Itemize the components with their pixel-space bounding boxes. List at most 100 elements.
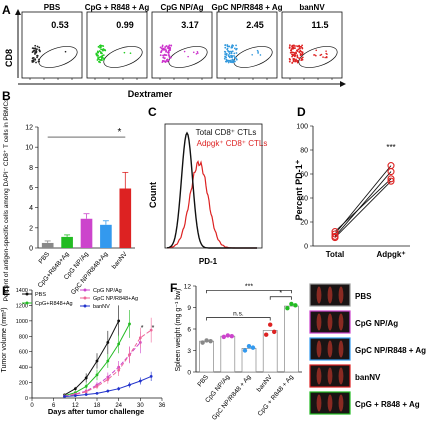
flow-event bbox=[168, 44, 171, 47]
flow-event bbox=[230, 45, 233, 48]
flow-event bbox=[170, 44, 173, 47]
flow-event bbox=[299, 50, 301, 53]
panel-d-point-adpgk bbox=[387, 177, 395, 185]
panel-f-sig-label: n.s. bbox=[233, 311, 244, 318]
flow-event bbox=[230, 51, 233, 53]
flow-event-gated bbox=[259, 54, 262, 56]
panel-f-ytick-label: 3 bbox=[187, 348, 191, 355]
flow-event bbox=[32, 60, 35, 63]
flow-event bbox=[98, 50, 101, 52]
flow-event bbox=[170, 56, 172, 59]
flow-event bbox=[291, 46, 294, 49]
panel-e-legend-label: CpG NP/Ag bbox=[93, 288, 122, 294]
flow-event bbox=[299, 53, 302, 56]
spleen-label: GpC NP/R848 + Ag bbox=[355, 346, 426, 355]
flow-event bbox=[289, 44, 291, 47]
flow-event-gated bbox=[324, 56, 326, 59]
flow-event bbox=[167, 53, 170, 56]
flow-gate-percent: 3.17 bbox=[181, 20, 199, 30]
spleen bbox=[338, 394, 344, 412]
panel-e-legend-marker bbox=[83, 296, 87, 300]
spleen-photos: PBS CpG NP/Ag GpC NP/R848 + Ag banNV CpG + R… bbox=[309, 283, 426, 415]
flow-event bbox=[234, 56, 237, 59]
spleen bbox=[316, 394, 322, 412]
panel-d-ytick-label: 0 bbox=[304, 244, 308, 251]
panel-c-xlabel: PD-1 bbox=[199, 257, 218, 266]
flow-event bbox=[95, 53, 98, 56]
flow-event bbox=[291, 51, 294, 54]
panel-f-bracket bbox=[206, 289, 292, 294]
panel-e-xtick-label: 30 bbox=[137, 403, 144, 409]
panel-b-bar-chart: Percent of antigen-specific cells among … bbox=[3, 98, 135, 301]
panel-f-category-label: banNV bbox=[256, 373, 275, 393]
panel-f-bracket bbox=[269, 296, 292, 300]
flow-event-gated bbox=[192, 51, 195, 54]
flow-event bbox=[161, 48, 164, 51]
flow-event bbox=[165, 54, 168, 56]
flow-event bbox=[225, 52, 228, 55]
spleen bbox=[327, 367, 333, 385]
flow-event bbox=[296, 50, 299, 52]
panel-e-xtick-label: 6 bbox=[52, 403, 56, 409]
flow-event bbox=[101, 55, 103, 57]
flow-event bbox=[164, 61, 167, 63]
panel-f-sig-label: * bbox=[279, 290, 282, 297]
flow-event bbox=[289, 58, 291, 61]
flow-event-gated bbox=[315, 49, 318, 52]
panel-f-ytick-label: 12 bbox=[184, 284, 192, 291]
panel-f-point bbox=[293, 303, 298, 308]
flow-event bbox=[160, 51, 163, 54]
flow-event bbox=[96, 50, 99, 53]
spleen bbox=[338, 313, 344, 331]
flow-event bbox=[226, 60, 229, 62]
flow-event-gated bbox=[325, 56, 328, 58]
flow-event bbox=[296, 54, 299, 57]
flow-event bbox=[298, 57, 301, 60]
panel-e-legend-label: GpC NP/R848+Ag bbox=[93, 296, 138, 302]
flow-event bbox=[231, 58, 234, 61]
panel-letter-c: C bbox=[148, 105, 157, 119]
flow-event bbox=[101, 48, 104, 51]
flow-event-gated bbox=[325, 52, 327, 55]
flow-event bbox=[297, 48, 300, 51]
flow-event bbox=[224, 46, 227, 49]
panel-f-point bbox=[242, 348, 248, 353]
panel-f-bracket bbox=[206, 317, 271, 321]
flow-event bbox=[235, 44, 237, 47]
flow-event bbox=[292, 54, 295, 57]
flow-event bbox=[159, 54, 162, 57]
flow-event bbox=[31, 57, 34, 60]
flow-event bbox=[38, 46, 41, 49]
spleen bbox=[316, 286, 322, 304]
panel-f-ytick-label: 6 bbox=[187, 327, 191, 334]
panel-f-bar bbox=[262, 330, 278, 373]
panel-e-point bbox=[84, 390, 88, 394]
panel-e-legend-label: PBS bbox=[35, 292, 46, 298]
panel-b-ytick-label: 2 bbox=[29, 225, 33, 232]
flow-event bbox=[165, 45, 168, 47]
flow-event bbox=[36, 56, 38, 59]
flow-gate-percent: 11.5 bbox=[311, 20, 328, 30]
flow-event bbox=[96, 51, 99, 54]
flow-event bbox=[288, 47, 291, 49]
flow-event bbox=[300, 50, 303, 53]
spleen bbox=[316, 340, 322, 358]
flow-event bbox=[235, 58, 238, 61]
flow-event bbox=[97, 54, 99, 57]
flow-event bbox=[164, 46, 167, 48]
flow-event bbox=[292, 44, 295, 47]
panel-e-xtick-label: 18 bbox=[94, 403, 101, 409]
flow-event bbox=[102, 54, 105, 57]
flow-event bbox=[231, 61, 233, 64]
spleen bbox=[338, 286, 344, 304]
panel-e-legend-marker bbox=[83, 304, 87, 308]
panel-f-point bbox=[229, 333, 234, 339]
panel-d-sig-label: *** bbox=[386, 143, 395, 152]
panel-a-ylabel: CD8 bbox=[4, 49, 14, 67]
flow-event bbox=[295, 51, 297, 54]
flow-event bbox=[226, 47, 229, 50]
panel-e-ytick-label: 400 bbox=[19, 365, 28, 371]
flow-event bbox=[38, 49, 41, 52]
flow-event bbox=[296, 45, 299, 48]
